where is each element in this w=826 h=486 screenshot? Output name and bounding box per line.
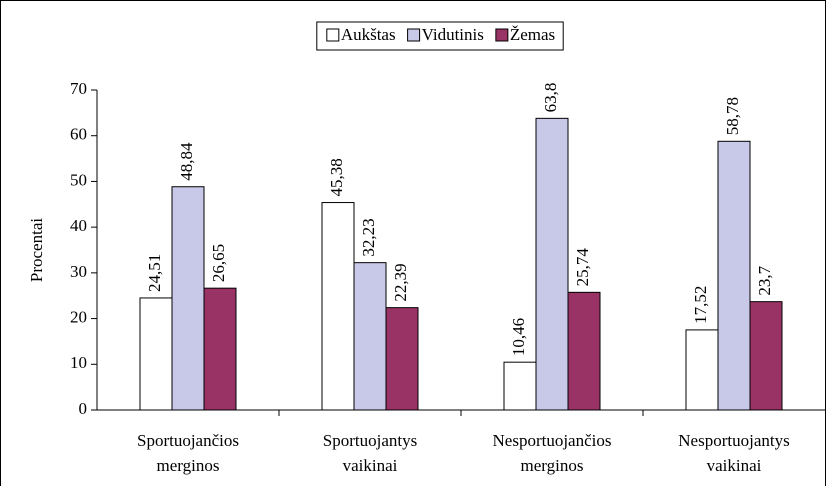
x-tick-label: Nesportuojančios [493,431,612,450]
data-label: 22,39 [391,263,410,301]
bar [139,297,173,411]
bar [685,329,719,411]
legend-label: Žemas [510,25,555,44]
bar [535,117,569,411]
bar [749,301,783,411]
x-tick-label: merginos [157,456,220,475]
data-label: 63,8 [541,83,560,113]
legend-swatch [326,28,340,42]
data-label: 58,78 [723,97,742,135]
data-label: 32,23 [359,218,378,256]
bar [567,291,601,411]
y-tick-label: 30 [70,262,87,281]
data-label: 48,84 [177,142,196,181]
legend [316,21,564,51]
x-tick-label: Sportuojančios [137,431,239,450]
y-tick-label: 20 [70,307,87,326]
legend-swatch [495,28,509,42]
y-tick-label: 70 [70,79,87,98]
y-axis-label: Procentai [27,218,46,282]
x-tick-label: Sportuojantys [323,431,417,450]
bar [717,140,751,411]
data-label: 17,52 [691,286,710,324]
y-tick-label: 0 [79,399,88,418]
bar [203,287,237,411]
x-tick-label: merginos [521,456,584,475]
x-tick-label: vaikinai [707,456,762,475]
x-tick-label: Nesportuojantys [678,431,789,450]
x-tick-label: vaikinai [343,456,398,475]
y-tick-label: 60 [70,125,87,144]
bar [353,262,387,411]
data-label: 45,38 [327,158,346,196]
legend-swatch [407,28,421,42]
bar [503,361,537,411]
data-label: 24,51 [145,254,164,292]
data-label: 25,74 [573,248,592,287]
legend-label: Vidutinis [422,25,484,44]
bar [171,186,205,411]
data-label: 10,46 [509,318,528,356]
bar [385,307,419,411]
y-tick-label: 40 [70,216,87,235]
legend-label: Aukštas [341,25,396,44]
data-label: 26,65 [209,244,228,282]
y-tick-label: 10 [70,353,87,372]
y-tick-label: 50 [70,170,87,189]
data-label: 23,7 [755,265,774,295]
bar [321,202,355,411]
